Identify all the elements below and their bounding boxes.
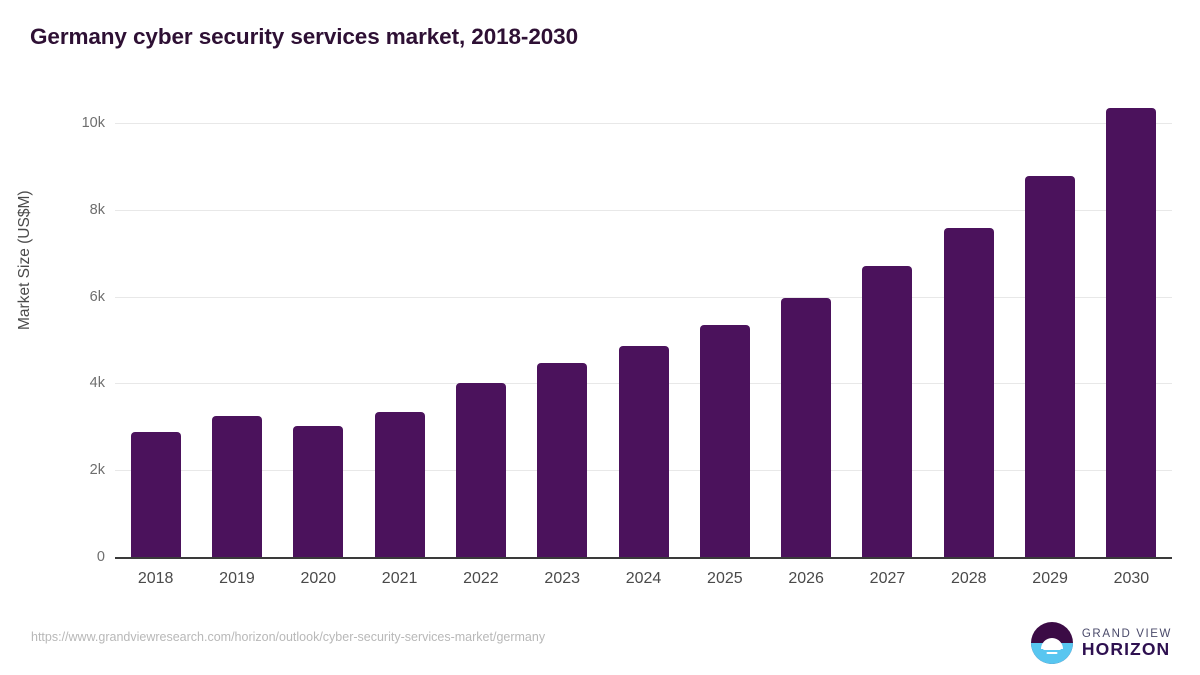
x-axis-tick-label: 2029 (1032, 570, 1068, 587)
y-axis-tick-label: 4k (89, 375, 105, 392)
y-axis-tick-label: 0 (96, 549, 105, 565)
bar-slot (1091, 100, 1172, 557)
bar-2018[interactable] (130, 432, 181, 557)
x-axis-tick-label: 2020 (300, 570, 337, 587)
logo-line-upper (1042, 647, 1061, 650)
y-axis-title: Market Size (US$M) (16, 190, 33, 330)
x-axis-ticks: 2018 2019 2020 2021 2022 2023 2024 2025 2026 2027… (115, 570, 1172, 588)
y-axis-tick-label: 10k (81, 115, 105, 131)
bar-2023[interactable] (537, 363, 588, 557)
x-axis-tick-label: 2019 (219, 570, 255, 587)
x-axis-tick-label: 2026 (788, 570, 824, 587)
plot-area (115, 100, 1172, 559)
bar-slot (115, 100, 196, 557)
bar-2025[interactable] (699, 324, 750, 557)
bar-2021[interactable] (374, 412, 425, 557)
y-axis-tick-label: 8k (89, 201, 105, 218)
page-title: Germany cyber security services market, … (30, 24, 578, 49)
source-url[interactable]: https://www.grandviewresearch.com/horizo… (31, 630, 546, 644)
gridline (115, 209, 1172, 211)
x-axis-tick-label: 2028 (950, 570, 987, 587)
x-axis-tick-label: 2025 (707, 570, 743, 587)
bar-2019[interactable] (211, 415, 262, 557)
y-axis-tick-label: 2k (89, 462, 105, 479)
bar-slot (359, 100, 440, 557)
bar-slot (278, 100, 359, 557)
bar-slot (684, 100, 765, 557)
horizon-circle-icon (1030, 622, 1073, 664)
brand-name-bottom: HORIZON (1081, 638, 1171, 659)
brand-name-top: GRAND VIEW (1081, 627, 1172, 640)
bar-2020[interactable] (293, 425, 344, 557)
x-axis-line (115, 557, 1172, 559)
gridline (115, 296, 1172, 298)
x-axis-tick-label: 2027 (869, 570, 906, 587)
bar-2022[interactable] (455, 382, 506, 557)
x-axis-tick-label: 2024 (625, 570, 662, 587)
x-axis-tick-label: 2018 (137, 570, 174, 587)
y-axis-ticks: 0 2k 4k 6k 8k 10k (55, 100, 105, 565)
bar-2024[interactable] (618, 346, 669, 557)
brand-logo-text: GRAND VIEW HORIZON (1082, 628, 1172, 658)
bar-slot (196, 100, 277, 557)
bar-slot (603, 100, 684, 557)
bar-2029[interactable] (1025, 175, 1076, 557)
bar-slot (766, 100, 847, 557)
bar-series (115, 100, 1172, 557)
logo-line-lower (1046, 651, 1058, 655)
y-axis-tick-label: 6k (89, 288, 105, 305)
bar-slot (1009, 100, 1090, 557)
x-axis-tick-label: 2030 (1113, 570, 1150, 587)
bar-slot (847, 100, 928, 557)
logo-dome-shape (1040, 637, 1063, 649)
bar-2030[interactable] (1106, 108, 1157, 557)
bar-2026[interactable] (781, 297, 832, 557)
bar-2027[interactable] (862, 266, 913, 557)
bar-2028[interactable] (943, 228, 994, 557)
bar-slot (522, 100, 603, 557)
x-axis-tick-label: 2022 (463, 570, 499, 587)
brand-logo: GRAND VIEW HORIZON (1030, 622, 1172, 664)
x-axis-tick-label: 2021 (381, 570, 418, 587)
bar-slot (440, 100, 521, 557)
x-axis-tick-label: 2023 (544, 570, 581, 587)
gridline (115, 123, 1172, 124)
bar-slot (928, 100, 1009, 557)
